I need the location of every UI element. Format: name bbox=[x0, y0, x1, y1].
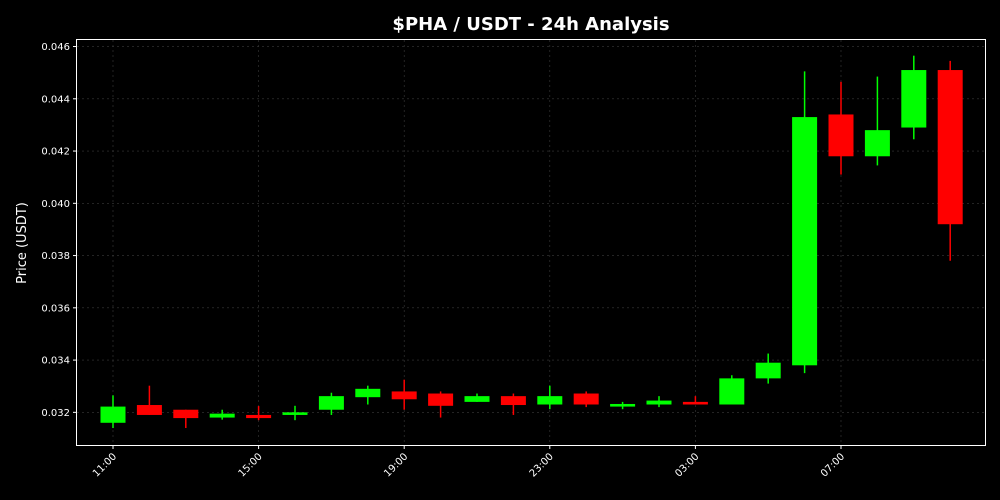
y-tick-label: 0.044 bbox=[41, 94, 70, 105]
candle-body bbox=[719, 378, 745, 405]
candle-body bbox=[428, 393, 454, 406]
candle-body bbox=[173, 409, 199, 419]
plot-frame bbox=[76, 39, 986, 446]
y-tick-label: 0.032 bbox=[41, 408, 70, 419]
candle-body bbox=[646, 400, 672, 405]
y-tick-label: 0.034 bbox=[41, 356, 70, 367]
candle-body bbox=[100, 406, 126, 423]
candle-body bbox=[828, 114, 854, 157]
candle-body bbox=[282, 412, 308, 415]
candle-body bbox=[318, 396, 344, 410]
y-tick-label: 0.038 bbox=[41, 251, 70, 262]
candle-body bbox=[755, 362, 781, 379]
candle-body bbox=[937, 70, 963, 225]
candle-body bbox=[537, 396, 563, 405]
y-axis-label: Price (USDT) bbox=[15, 202, 30, 284]
chart-title: $PHA / USDT - 24h Analysis bbox=[392, 14, 669, 35]
candle-body bbox=[901, 70, 927, 128]
candle-body bbox=[610, 403, 636, 407]
candle-body bbox=[209, 413, 235, 418]
candle-body bbox=[864, 130, 890, 157]
candle-body bbox=[500, 396, 526, 406]
candle-body bbox=[355, 388, 381, 398]
candle-body bbox=[391, 391, 417, 400]
candle-body bbox=[792, 117, 818, 366]
y-tick-label: 0.042 bbox=[41, 147, 70, 158]
candle-body bbox=[682, 401, 708, 405]
candle-body bbox=[136, 405, 162, 415]
candle-body bbox=[464, 396, 490, 402]
candle-body bbox=[246, 414, 272, 419]
candle-body bbox=[573, 393, 599, 405]
y-tick-label: 0.036 bbox=[41, 303, 70, 314]
y-tick-label: 0.046 bbox=[41, 42, 70, 53]
y-tick-label: 0.040 bbox=[41, 199, 70, 210]
candles-group bbox=[100, 55, 963, 429]
